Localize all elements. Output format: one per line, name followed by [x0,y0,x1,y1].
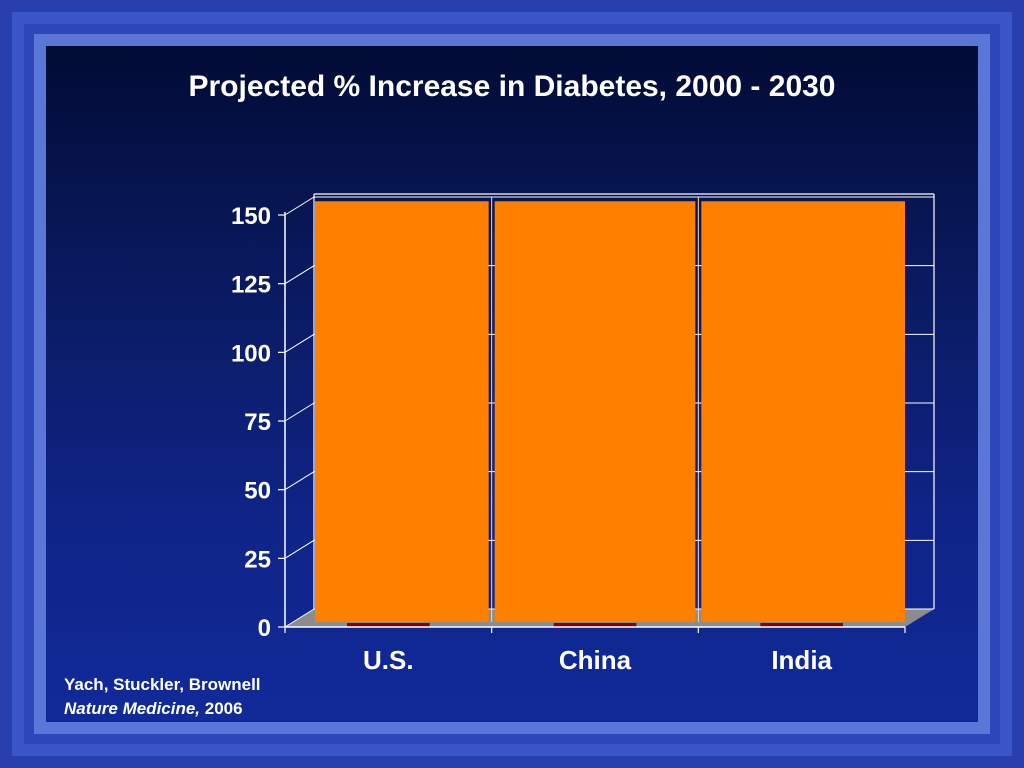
y-tick-label: 150 [231,203,271,230]
side-gridline [284,608,315,628]
y-tick-label: 125 [231,272,271,299]
y-tick-label: 25 [244,546,271,573]
source-journal: Nature Medicine, [64,699,201,718]
slide-title: Projected % Increase in Diabetes, 2000 -… [188,70,836,103]
bar [701,201,905,622]
side-gridline [284,333,315,353]
source-journal-line: Nature Medicine, 2006 [64,697,261,721]
bar [494,201,696,622]
source-year: 2006 [200,699,243,718]
axis-layer [278,194,906,633]
side-gridline [284,265,315,285]
y-tick-label: 75 [244,409,271,436]
x-category-label: U.S. [363,645,414,675]
side-gridline [284,196,315,216]
x-category-label: India [771,645,832,675]
source-citation: Yach, Stuckler, Brownell Nature Medicine… [64,673,261,721]
y-tick-label: 0 [258,615,271,642]
bar-base [553,623,637,627]
x-category-label: China [559,645,632,675]
bar-base [347,623,430,627]
bar-layer [315,197,905,627]
bar [315,201,489,622]
side-gridline [284,539,315,559]
label-layer: 0 25 50 75 100 125 150 U.S. China India [231,203,833,675]
y-tick-label: 100 [231,340,271,367]
side-gridline [284,402,315,422]
source-authors: Yach, Stuckler, Brownell [64,675,261,694]
bar-base [760,623,843,627]
side-gridline [284,471,315,491]
y-tick-label: 50 [244,478,271,505]
